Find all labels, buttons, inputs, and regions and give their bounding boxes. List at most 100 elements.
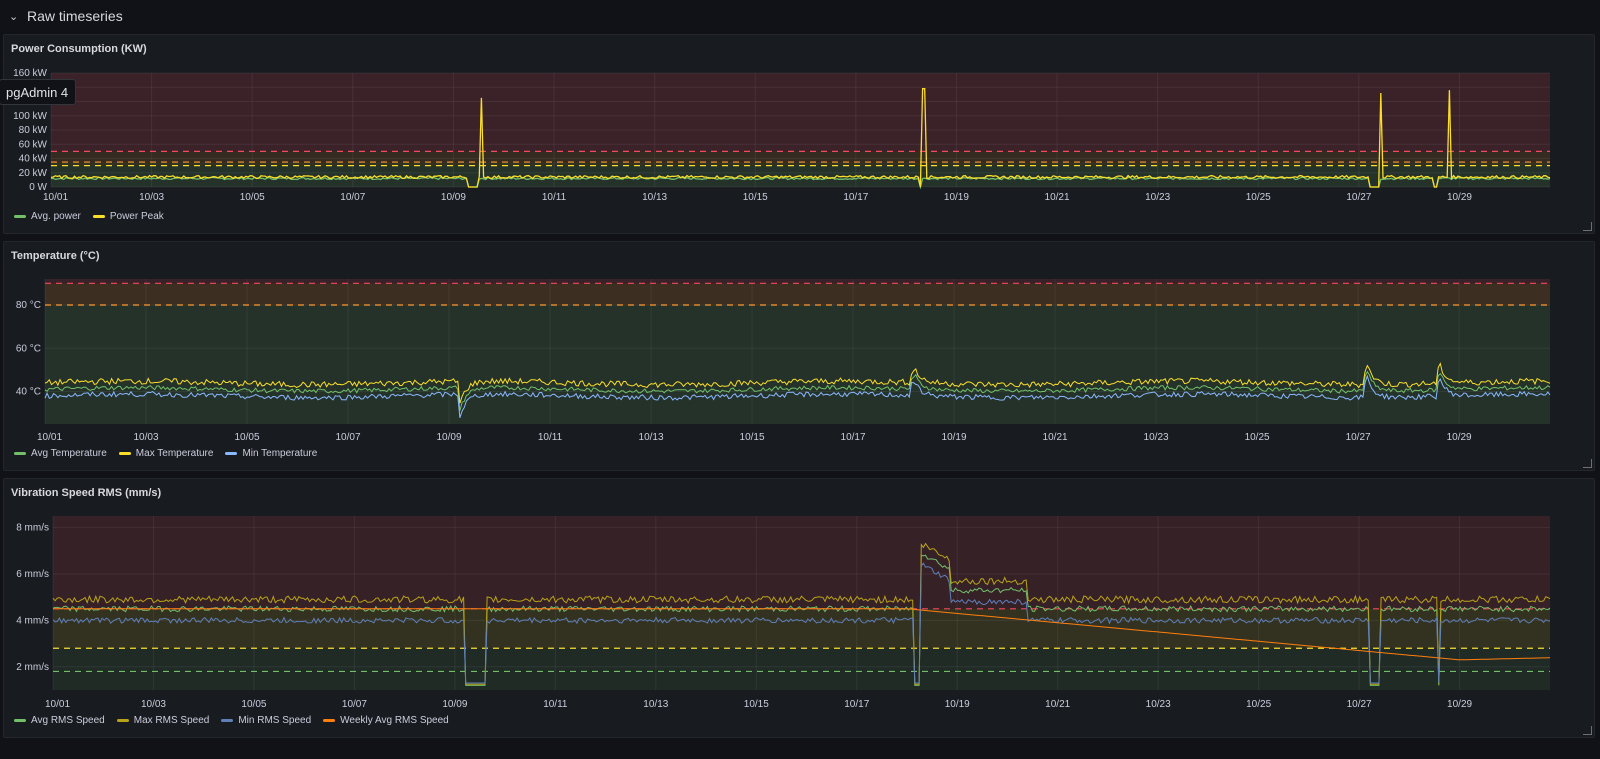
x-tick-label: 10/01 [45, 699, 70, 710]
legend-item[interactable]: Min RMS Speed [221, 715, 311, 726]
x-tick-label: 10/13 [642, 192, 667, 203]
legend-swatch [118, 452, 131, 455]
legend-label: Weekly Avg RMS Speed [340, 715, 449, 726]
y-tick-label: 20 kW [19, 168, 48, 179]
series-line [53, 608, 1550, 661]
x-tick-label: 10/03 [141, 699, 166, 710]
legend-label: Avg. power [31, 211, 81, 222]
x-tick-label: 10/29 [1447, 192, 1472, 203]
x-tick-label: 10/17 [844, 699, 869, 710]
series-line [50, 88, 1551, 188]
x-tick-label: 10/25 [1245, 432, 1270, 443]
vibration-panel: Vibration Speed RMS (mm/s) 2 mm/s 4 mm/s 6… [3, 478, 1595, 738]
y-tick-label: 160 kW [13, 68, 47, 79]
x-tick-label: 10/15 [740, 432, 765, 443]
legend-label: Max RMS Speed [133, 715, 210, 726]
vibration-chart: 2 mm/s 4 mm/s 6 mm/s 8 mm/s 10/01 10/03 10/05 1… [16, 516, 1551, 710]
panel-title: Power Consumption (KW) [11, 43, 147, 55]
x-tick-label: 10/09 [441, 192, 466, 203]
legend-swatch [14, 452, 26, 455]
legend: Avg RMS Speed Max RMS Speed Min RMS Speed W… [14, 715, 449, 726]
x-tick-label: 10/27 [1346, 192, 1371, 203]
legend-item[interactable]: Max Temperature [118, 448, 214, 459]
threshold-band [45, 279, 1550, 284]
legend-item[interactable]: Min Temperature [225, 448, 317, 459]
series-line [44, 362, 1551, 404]
legend-label: Min RMS Speed [238, 715, 312, 726]
y-tick-label: 8 mm/s [16, 523, 49, 534]
threshold-band [53, 671, 1550, 690]
y-tick-label: 40 kW [19, 154, 48, 165]
series-line [44, 374, 1551, 418]
x-tick-label: 10/07 [336, 432, 361, 443]
x-tick-label: 10/19 [942, 432, 967, 443]
series-line [50, 176, 1551, 190]
row-header[interactable]: ⌄ Raw timeseries [0, 0, 1600, 32]
legend-item[interactable]: Avg Temperature [14, 448, 107, 459]
temperature-panel: Temperature (°C) 40 °C 60 °C 80 °C 10/01 10/… [3, 241, 1595, 471]
legend-label: Power Peak [109, 211, 164, 222]
resize-handle[interactable] [1583, 726, 1592, 735]
x-tick-label: 10/23 [1145, 192, 1170, 203]
x-tick-label: 10/05 [234, 432, 259, 443]
panel-title: Vibration Speed RMS (mm/s) [11, 487, 162, 499]
legend-swatch [221, 719, 234, 722]
x-tick-label: 10/25 [1246, 192, 1271, 203]
threshold-band [45, 304, 1550, 424]
y-tick-label: 60 kW [19, 139, 48, 150]
y-tick-label: 40 °C [16, 387, 41, 398]
legend-item[interactable]: Power Peak [92, 211, 164, 222]
threshold-band [51, 73, 1550, 152]
tooltip: pgAdmin 4 [0, 79, 77, 105]
legend-label: Avg Temperature [31, 448, 107, 459]
legend-label: Min Temperature [242, 448, 318, 459]
x-tick-label: 10/23 [1146, 699, 1171, 710]
series-line [52, 542, 1551, 685]
x-tick-label: 10/17 [843, 192, 868, 203]
y-tick-label: 4 mm/s [16, 615, 49, 626]
x-tick-label: 10/11 [542, 192, 567, 203]
y-tick-label: 80 °C [16, 300, 41, 311]
x-tick-label: 10/13 [639, 432, 664, 443]
threshold-band [53, 516, 1550, 609]
legend-swatch [92, 215, 105, 218]
legend-item[interactable]: Weekly Avg RMS Speed [323, 715, 449, 726]
legend-swatch [323, 719, 336, 722]
chevron-down-icon[interactable]: ⌄ [9, 10, 19, 23]
threshold-band [45, 283, 1550, 305]
y-tick-label: 6 mm/s [16, 569, 49, 580]
legend-item[interactable]: Max RMS Speed [116, 715, 210, 726]
legend: Avg Temperature Max Temperature Min Temper… [14, 448, 317, 459]
legend-item[interactable]: Avg RMS Speed [14, 715, 105, 726]
legend: Avg. power Power Peak [14, 211, 164, 222]
y-tick-label: 0 W [29, 182, 47, 193]
x-tick-label: 10/13 [643, 699, 668, 710]
threshold-band [51, 162, 1550, 166]
x-tick-label: 10/27 [1347, 699, 1372, 710]
legend-label: Max Temperature [135, 448, 214, 459]
x-tick-label: 10/07 [342, 699, 367, 710]
x-tick-label: 10/03 [139, 192, 164, 203]
x-tick-label: 10/27 [1346, 432, 1371, 443]
x-tick-label: 10/03 [133, 432, 158, 443]
x-tick-label: 10/23 [1144, 432, 1169, 443]
x-tick-label: 10/05 [241, 699, 266, 710]
resize-handle[interactable] [1583, 459, 1592, 468]
x-tick-label: 10/15 [744, 699, 769, 710]
x-tick-label: 10/21 [1045, 699, 1070, 710]
x-tick-label: 10/09 [437, 432, 462, 443]
legend-item[interactable]: Avg. power [14, 211, 81, 222]
legend-swatch [14, 215, 26, 218]
x-tick-label: 10/29 [1447, 432, 1472, 443]
x-tick-label: 10/15 [743, 192, 768, 203]
x-tick-label: 10/21 [1043, 432, 1068, 443]
y-tick-label: 60 °C [16, 343, 41, 354]
series-line [44, 370, 1551, 411]
x-tick-label: 10/05 [240, 192, 265, 203]
x-tick-label: 10/17 [841, 432, 866, 443]
resize-handle[interactable] [1583, 222, 1592, 231]
y-tick-label: 100 kW [13, 111, 47, 122]
legend-swatch [225, 452, 238, 455]
y-tick-label: 2 mm/s [16, 662, 49, 673]
